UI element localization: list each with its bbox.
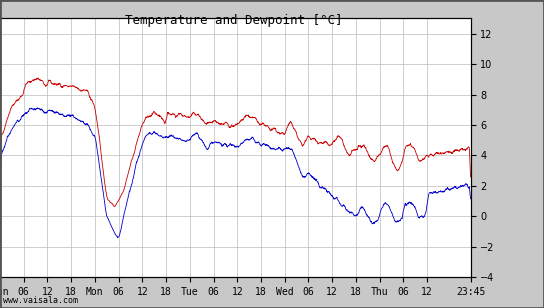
Text: Temperature and Dewpoint [°C]: Temperature and Dewpoint [°C] [125, 14, 343, 27]
Text: www.vaisala.com: www.vaisala.com [3, 296, 78, 305]
